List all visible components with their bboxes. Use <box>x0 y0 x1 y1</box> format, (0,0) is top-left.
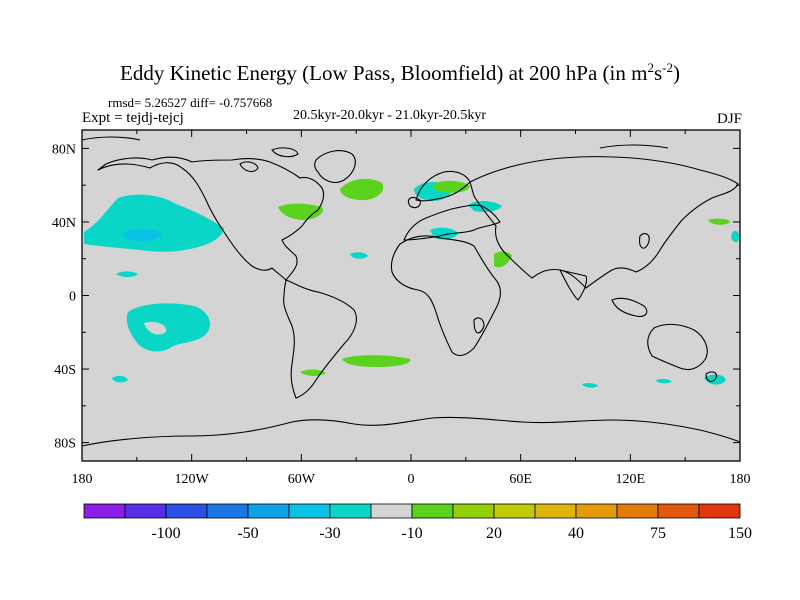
coastlines <box>81 136 741 447</box>
title-unit-s: s <box>653 61 663 85</box>
lat-tick-label: 80N <box>52 142 76 157</box>
south-pacific-decrease <box>126 303 210 352</box>
lat-tick-label: 80S <box>54 437 76 452</box>
colorbar-label: -100 <box>151 525 180 542</box>
colorbar-swatch <box>493 503 536 519</box>
lon-tick-label: 60W <box>288 472 316 487</box>
colorbar-swatch <box>124 503 167 519</box>
colorbar-swatch <box>206 503 249 519</box>
title-exponent-2: -2 <box>662 60 673 75</box>
south-atlantic-increase <box>342 355 411 367</box>
coast-antarctica <box>81 416 741 447</box>
coast-asia <box>469 156 739 289</box>
colorbar-label: 75 <box>650 525 666 542</box>
colorbar-swatch <box>657 503 700 519</box>
north-pacific-core <box>122 229 162 241</box>
title-exponent-1: 2 <box>647 60 654 75</box>
colorbar-label: -30 <box>319 525 340 542</box>
experiment-label: Expt = tejdj-tejcj <box>82 110 184 126</box>
lat-tick-label: 40S <box>54 363 76 378</box>
title-close: ) <box>672 61 680 85</box>
colorbar-swatch <box>698 503 741 519</box>
colorbar-label: 40 <box>568 525 584 542</box>
period-label: 20.5kyr-20.0kyr - 21.0kyr-20.5kyr <box>293 108 487 123</box>
season-label: DJF <box>716 111 742 127</box>
north-atlantic-increase <box>340 178 384 201</box>
colorbar-swatch <box>575 503 618 519</box>
colorbar-swatch <box>247 503 290 519</box>
lon-tick-label: 60E <box>509 472 532 487</box>
coast-europe <box>403 204 501 241</box>
map-background <box>82 130 740 461</box>
colorbar-label: 20 <box>486 525 502 542</box>
colorbar: -100 -50 -30 -10 20 40 75 150 <box>83 503 752 542</box>
coast-north-america <box>97 156 325 281</box>
lon-tick-label: 180 <box>72 472 93 487</box>
axis-ticks: 80N 40N 0 40S 80S 180 120W 60W 0 60E 120E 180 <box>52 130 751 487</box>
north-pacific-decrease <box>84 194 224 252</box>
stats-line: rmsd= 5.26527 diff= -0.757668 <box>108 95 272 111</box>
lon-tick-label: 0 <box>408 472 415 487</box>
coast-south-america <box>283 279 357 399</box>
colorbar-label: -50 <box>237 525 258 542</box>
northeast-us-increase <box>278 203 323 220</box>
colorbar-swatch <box>534 503 577 519</box>
title-text: Eddy Kinetic Energy (Low Pass, Bloomfiel… <box>120 61 648 85</box>
colorbar-swatch <box>83 503 126 519</box>
colorbar-swatch <box>329 503 372 519</box>
colorbar-swatch <box>288 503 331 519</box>
lon-tick-label: 120W <box>175 472 210 487</box>
lon-tick-label: 180 <box>730 472 751 487</box>
colorbar-swatch <box>370 503 413 519</box>
colorbar-swatch <box>452 503 495 519</box>
colorbar-swatch <box>616 503 659 519</box>
plot-title: Eddy Kinetic Energy (Low Pass, Bloomfiel… <box>0 60 800 86</box>
colorbar-label: -10 <box>401 525 422 542</box>
colorbar-label: 150 <box>728 525 752 542</box>
coast-australia <box>647 323 708 371</box>
coast-africa <box>390 235 502 357</box>
lat-tick-label: 40N <box>52 216 76 231</box>
rmsd-value: rmsd= 5.26527 <box>108 95 187 110</box>
diff-value: diff= -0.757668 <box>190 95 273 110</box>
colorbar-swatch <box>411 503 454 519</box>
anomaly-shading <box>84 178 740 388</box>
colorbar-swatch <box>165 503 208 519</box>
lat-tick-label: 0 <box>69 290 76 305</box>
lon-tick-label: 120E <box>616 472 646 487</box>
